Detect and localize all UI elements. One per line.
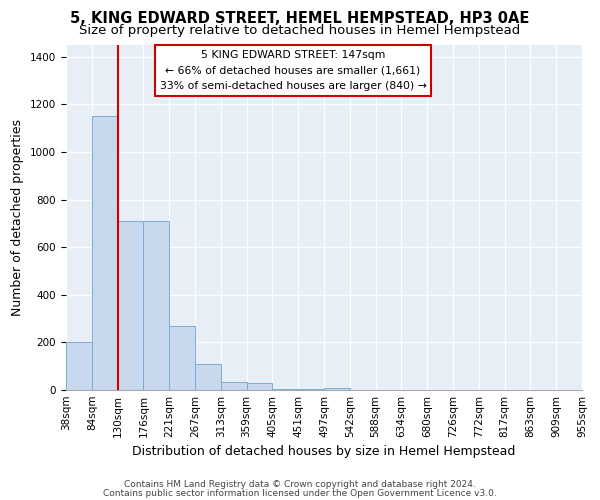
Bar: [247, 383, 272, 390]
X-axis label: Distribution of detached houses by size in Hemel Hempstead: Distribution of detached houses by size …: [133, 446, 515, 458]
Text: 5 KING EDWARD STREET: 147sqm
← 66% of detached houses are smaller (1,661)
33% of: 5 KING EDWARD STREET: 147sqm ← 66% of de…: [160, 50, 427, 92]
Bar: [272, 389, 298, 390]
Text: Contains public sector information licensed under the Open Government Licence v3: Contains public sector information licen…: [103, 488, 497, 498]
Bar: [66, 342, 92, 390]
Bar: [169, 326, 195, 390]
Y-axis label: Number of detached properties: Number of detached properties: [11, 119, 25, 316]
Bar: [221, 382, 247, 390]
Text: 5, KING EDWARD STREET, HEMEL HEMPSTEAD, HP3 0AE: 5, KING EDWARD STREET, HEMEL HEMPSTEAD, …: [70, 11, 530, 26]
Bar: [92, 116, 118, 390]
Bar: [324, 388, 350, 390]
Text: Contains HM Land Registry data © Crown copyright and database right 2024.: Contains HM Land Registry data © Crown c…: [124, 480, 476, 489]
Bar: [195, 364, 221, 390]
Bar: [298, 389, 324, 390]
Text: Size of property relative to detached houses in Hemel Hempstead: Size of property relative to detached ho…: [79, 24, 521, 37]
Bar: [143, 221, 169, 390]
Bar: [118, 221, 143, 390]
